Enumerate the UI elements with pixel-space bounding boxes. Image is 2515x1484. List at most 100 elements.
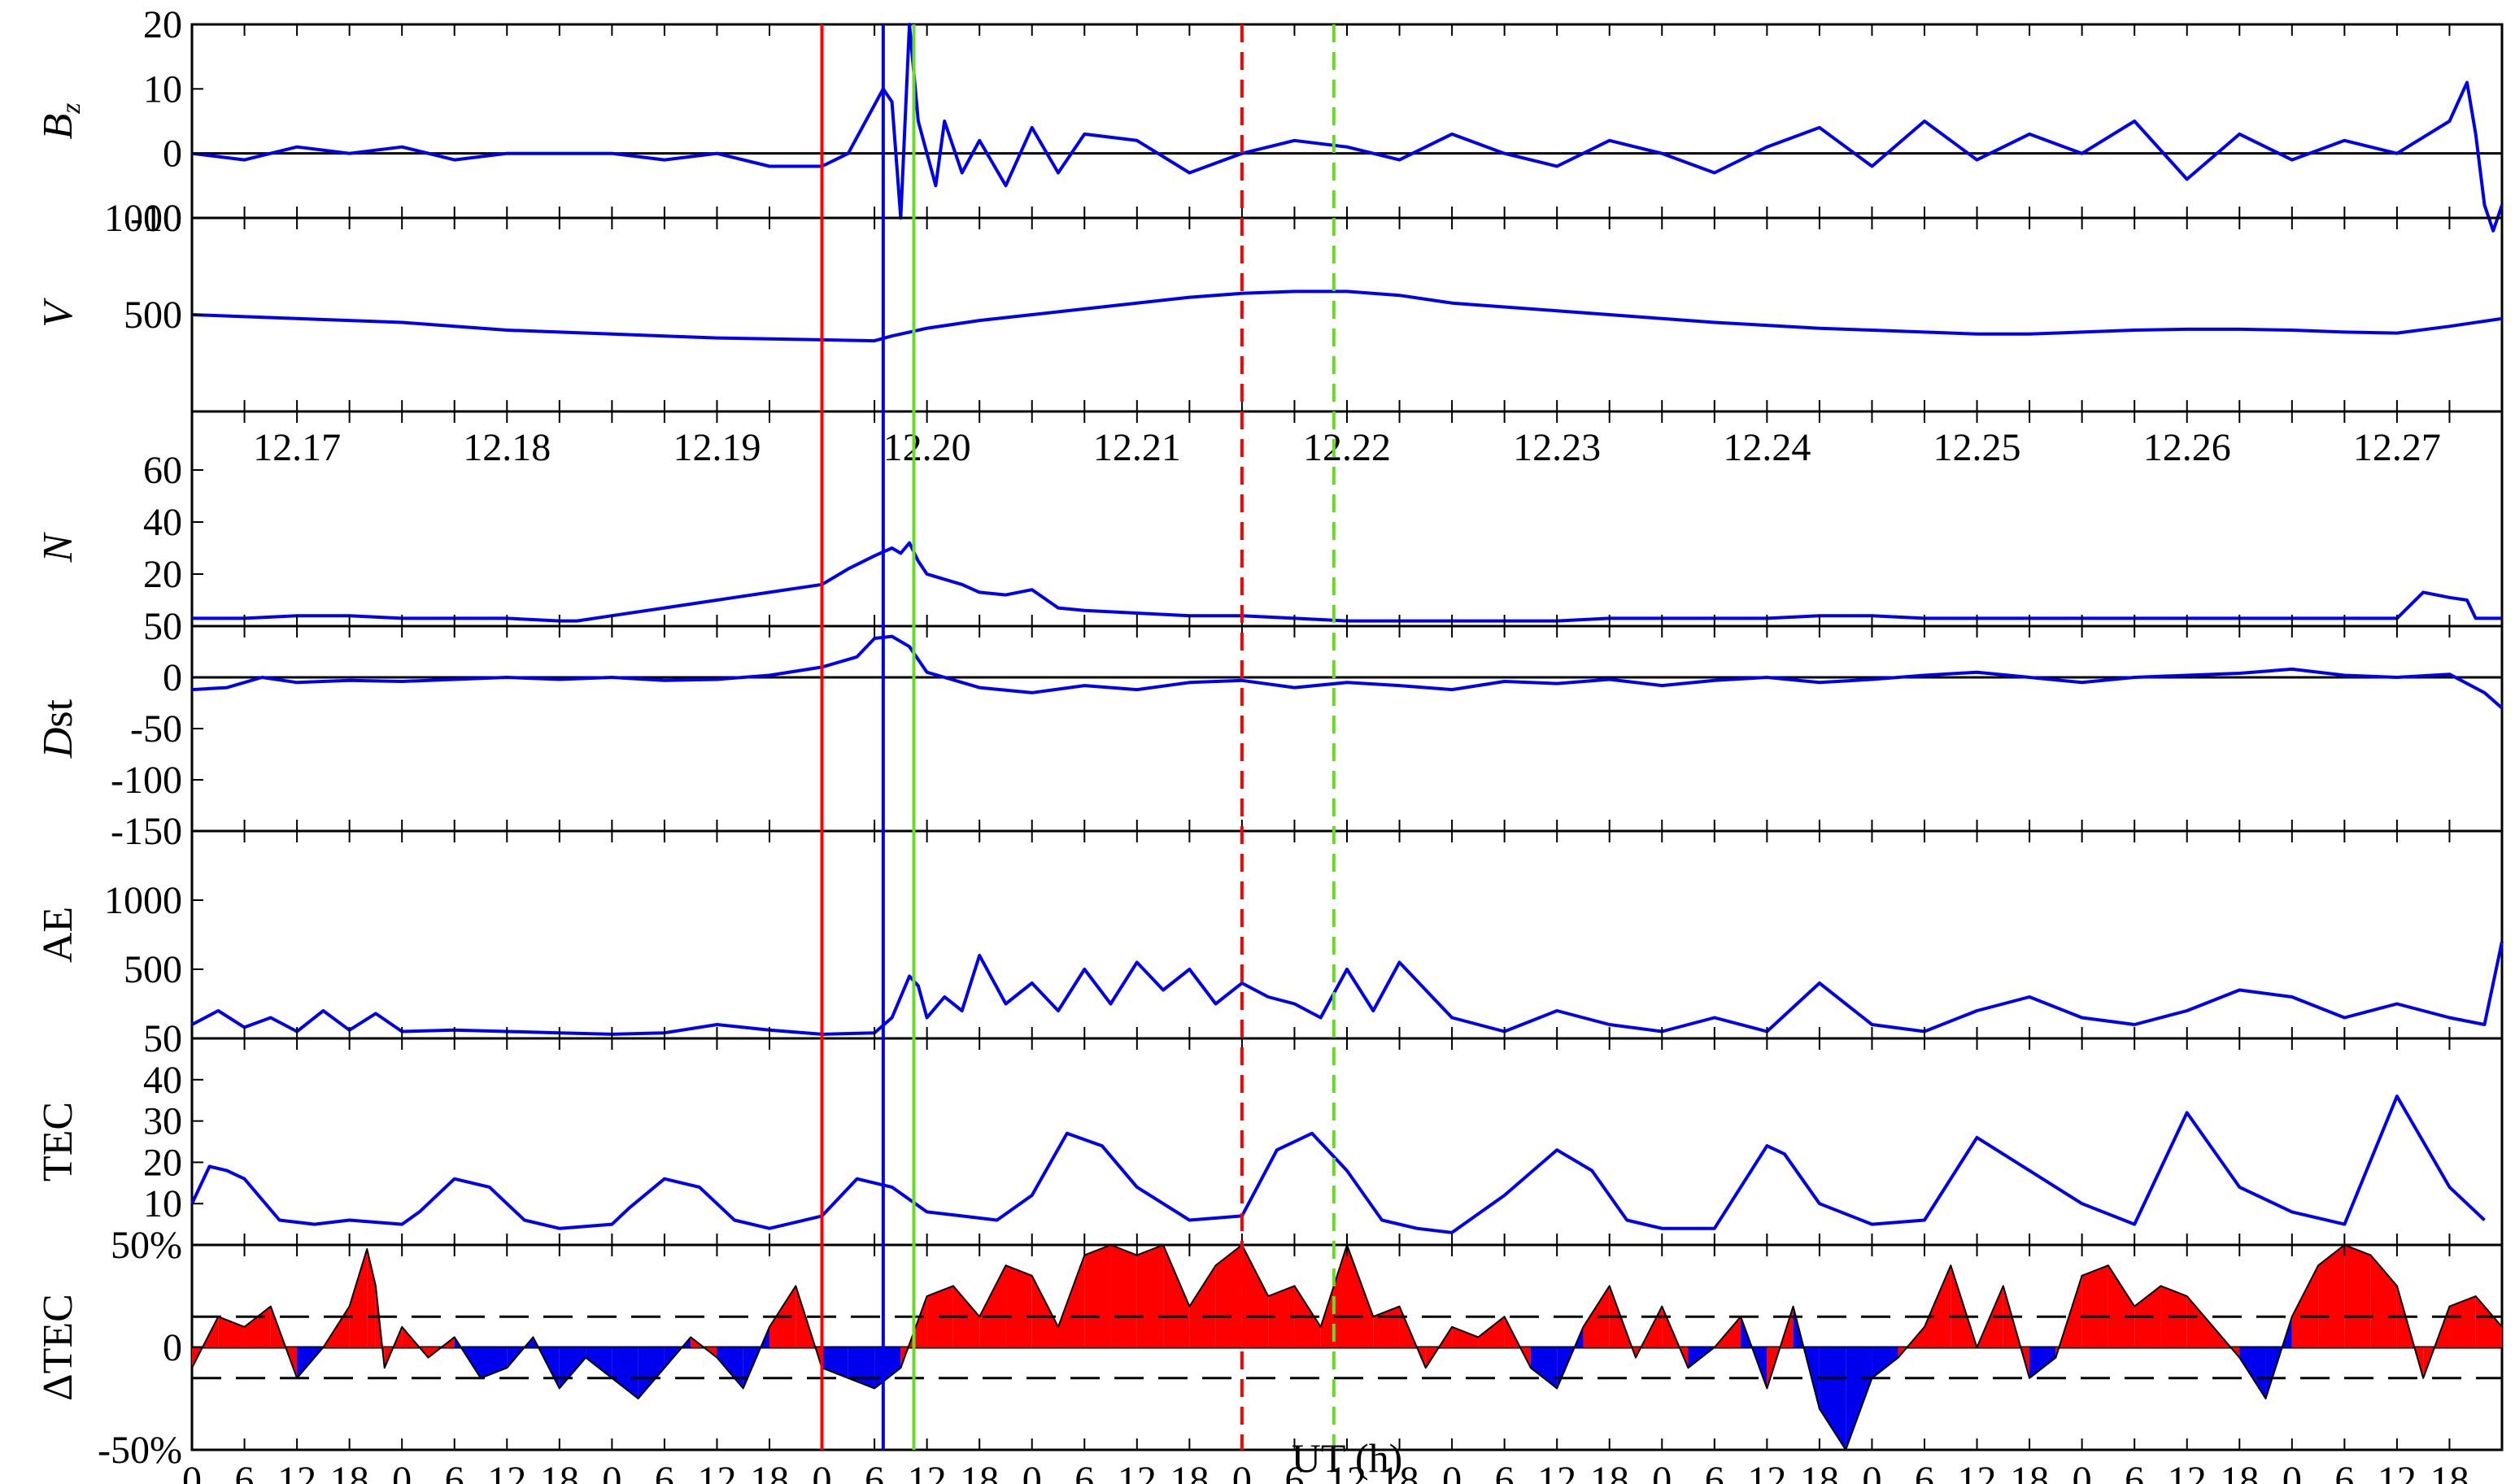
dtec-fill-segment [1373,1306,1400,1347]
dtec-fill-segment [2029,1347,2056,1378]
dtec-fill-segment [1110,1245,1137,1347]
dtec-fill-segment [822,1347,848,1378]
dtec-fill-segment [2318,1245,2345,1347]
dtec-fill-segment [874,1347,901,1389]
dtec-fill-segment [1583,1286,1610,1347]
date-label: 12.21 [1093,426,1181,469]
x-tick-label: 6 [1074,1459,1094,1484]
x-tick-label: 0 [1442,1459,1462,1484]
dtec-fill-segment [367,1249,376,1347]
y-tick-label: 50% [111,1224,182,1267]
y-tick-label: 500 [124,948,182,991]
y-tick-label: 500 [124,294,182,337]
dtec-fill-segment [2291,1265,2319,1347]
dtec-fill-segment [481,1347,508,1378]
x-tick-label: 18 [1170,1459,1209,1484]
y-axis-label: Dst [35,698,81,759]
dtec-fill-segment [1924,1265,1951,1347]
date-label: 12.25 [1933,426,2021,469]
x-tick-label: 18 [1800,1459,1839,1484]
dtec-series-line [191,1244,2503,1451]
y-axis-label: V [35,298,81,328]
y-tick-label: -150 [111,810,182,853]
y-tick-label: 10 [143,1182,182,1225]
x-tick-label: 6 [1284,1459,1304,1484]
x-tick-label: 18 [1590,1459,1629,1484]
dtec-fill-segment [1872,1347,1898,1378]
dtec-fill-segment [349,1249,368,1347]
dtec-fill-segment [218,1316,245,1347]
date-label: 12.27 [2353,426,2441,469]
dtec-fill-segment [1478,1316,1505,1347]
panel-frame [190,624,2504,833]
x-tick-label: 12 [487,1459,526,1484]
tec-series-line [190,1095,2486,1234]
date-label: 12.22 [1303,426,1391,469]
x-tick-label: 0 [392,1459,412,1484]
x-tick-label: 12 [277,1459,316,1484]
x-tick-label: 0 [1022,1459,1042,1484]
x-tick-label: 12 [2168,1459,2207,1484]
x-tick-label: 18 [1380,1459,1419,1484]
x-tick-label: 12 [1118,1459,1157,1484]
x-tick-label: 18 [2220,1459,2259,1484]
dst-series-line [191,634,2504,710]
x-tick-label: 12 [908,1459,947,1484]
x-tick-label: 12 [1537,1459,1576,1484]
dtec-fill-segment [1084,1245,1111,1347]
x-tick-label: 6 [865,1459,884,1484]
x-tick-label: 0 [813,1459,832,1484]
dtec-fill-segment [1241,1245,1269,1347]
y-tick-label: 20 [143,1141,182,1184]
dtec-fill-segment [1347,1245,1374,1347]
y-tick-label: 0 [163,133,182,176]
dtec-fill-segment [1005,1265,1032,1347]
date-label: 12.18 [463,426,551,469]
x-tick-label: 0 [602,1459,621,1484]
x-tick-label: 18 [750,1459,789,1484]
v-series-line [191,289,2503,343]
dtec-fill-segment [1268,1286,1295,1347]
x-tick-label: 12 [1747,1459,1786,1484]
y-axis-label: Bz [35,103,86,140]
dtec-fill-segment [2370,1255,2397,1347]
bz-series-line [191,23,2504,233]
y-axis-label: N [35,531,81,563]
x-tick-label: 12 [1958,1459,1997,1484]
date-label: 12.24 [1723,426,1811,469]
panel-frame [190,23,2504,220]
x-tick-label: 0 [2282,1459,2302,1484]
y-tick-label: 0 [163,656,182,699]
dtec-fill-segment [586,1347,612,1378]
ae-series-line [191,941,2504,1036]
y-tick-label: 1000 [104,197,182,240]
x-tick-label: 18 [960,1459,999,1484]
date-labels: 12.17 12.18 12.19 12.20 12.21 12.22 12.23 12.24… [253,426,2441,469]
y-tick-label: 30 [143,1100,182,1143]
x-tick-label: 6 [235,1459,255,1484]
x-tick-label: 0 [1862,1459,1881,1484]
date-label: 12.26 [2143,426,2231,469]
panel-frame [190,216,2504,413]
y-tick-label: 0 [163,1326,182,1369]
dtec-fill-segment [559,1347,586,1389]
y-axis-label: ΔTEC [35,1294,81,1401]
x-tick-label: 18 [540,1459,579,1484]
y-tick-label: -10 [130,197,182,240]
y-tick-label: 40 [143,1059,182,1102]
dtec-fill-segment [1530,1347,1558,1389]
dtec-fill-segment [1163,1245,1190,1347]
y-axis-label: AE [35,907,81,963]
y-tick-label: 60 [143,449,182,492]
dtec-fill-segment [244,1306,271,1347]
x-tick-label: 6 [1915,1459,1934,1484]
x-tick-label: 6 [1705,1459,1724,1484]
dtec-fill-segment [612,1347,639,1399]
dtec-fill-segment [2186,1296,2213,1347]
dtec-fill-segment [1031,1275,1058,1347]
x-tick-label: 0 [1232,1459,1252,1484]
x-axis: 0 6 12 18 0 6 12 18 0 6 12 18 0 6 12 18 0 6 12 18 0 6 12 18 0 6 12… [182,1435,2469,1484]
dtec-fill-segment [638,1347,665,1399]
